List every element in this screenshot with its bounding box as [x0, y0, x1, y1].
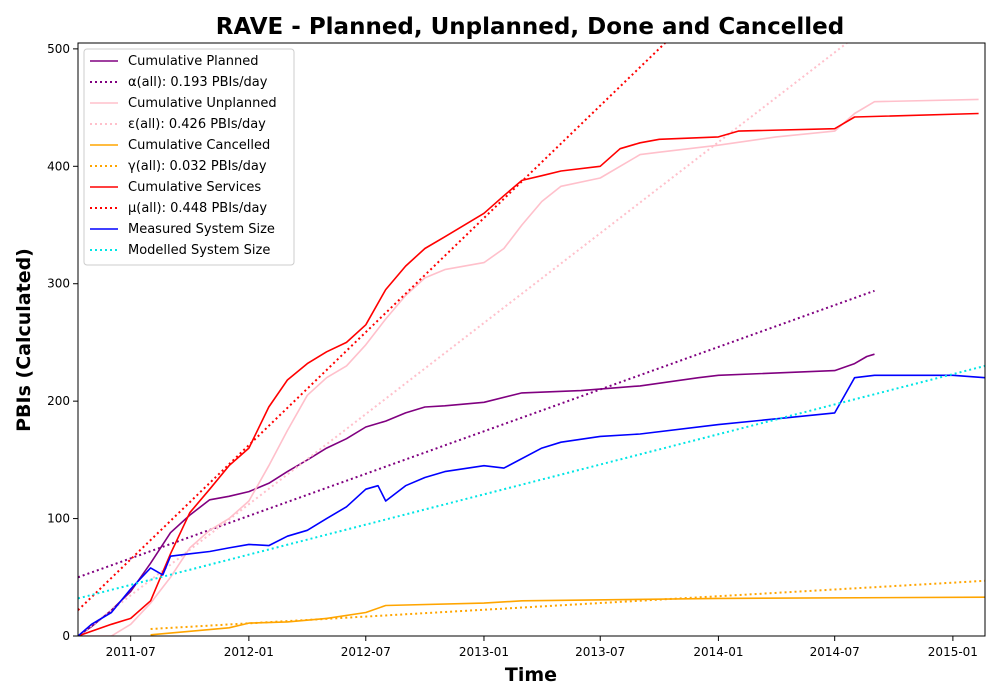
x-axis: 2011-07 2012-01 2012-07 2013-01 2013-07 2014-… — [106, 636, 978, 659]
legend-label-7: Cumulative Services — [128, 180, 261, 195]
plot-frame — [77, 42, 986, 637]
legend-label-2: α(all): 0.193 PBIs/day — [128, 75, 268, 90]
series-line-9 — [78, 374, 985, 636]
legend-label-5: Cumulative Cancelled — [128, 138, 270, 153]
x-tick-label-2011-07: 2011-07 — [106, 645, 156, 659]
x-axis-title: Time — [505, 664, 557, 686]
y-tick-label-0: 0 — [62, 629, 70, 643]
legend-label-4: ε(all): 0.426 PBIs/day — [128, 117, 266, 132]
series-line-7 — [78, 112, 979, 636]
legend: Cumulative Planned α(all): 0.193 PBIs/day… — [83, 48, 295, 266]
y-tick-label-500: 500 — [47, 42, 70, 56]
x-tick-label-2014-07: 2014-07 — [810, 645, 860, 659]
x-tick-label-2012-01: 2012-01 — [224, 645, 274, 659]
series-line-4 — [78, 43, 848, 636]
x-tick-label-2013-07: 2013-07 — [575, 645, 625, 659]
y-tick-label-200: 200 — [47, 394, 70, 408]
y-tick-label-100: 100 — [47, 512, 70, 526]
series-line-3 — [78, 98, 979, 636]
x-tick-label-2014-01: 2014-01 — [693, 645, 743, 659]
legend-label-9: Measured System Size — [128, 222, 275, 237]
x-tick-label-2013-01: 2013-01 — [459, 645, 509, 659]
legend-label-6: γ(all): 0.032 PBIs/day — [128, 159, 267, 174]
x-tick-label-2015-01: 2015-01 — [928, 645, 978, 659]
series-line-6 — [150, 579, 985, 630]
y-axis: 0 100 200 300 400 500 — [47, 42, 78, 643]
legend-label-3: Cumulative Unplanned — [128, 96, 277, 111]
chart-title: RAVE - Planned, Unplanned, Done and Canc… — [216, 14, 844, 40]
y-tick-label-300: 300 — [47, 277, 70, 291]
y-tick-label-400: 400 — [47, 159, 70, 173]
legend-box — [83, 48, 295, 266]
series-line-1 — [78, 353, 875, 636]
x-tick-label-2012-07: 2012-07 — [341, 645, 391, 659]
series-line-8 — [78, 43, 666, 611]
series-line-5 — [150, 596, 985, 636]
series-layer — [78, 43, 985, 636]
y-axis-title: PBIs (Calculated) — [13, 248, 35, 432]
legend-label-1: Cumulative Planned — [128, 54, 258, 69]
series-line-10 — [78, 364, 985, 600]
legend-label-8: μ(all): 0.448 PBIs/day — [128, 201, 267, 216]
legend-label-10: Modelled System Size — [128, 243, 270, 258]
